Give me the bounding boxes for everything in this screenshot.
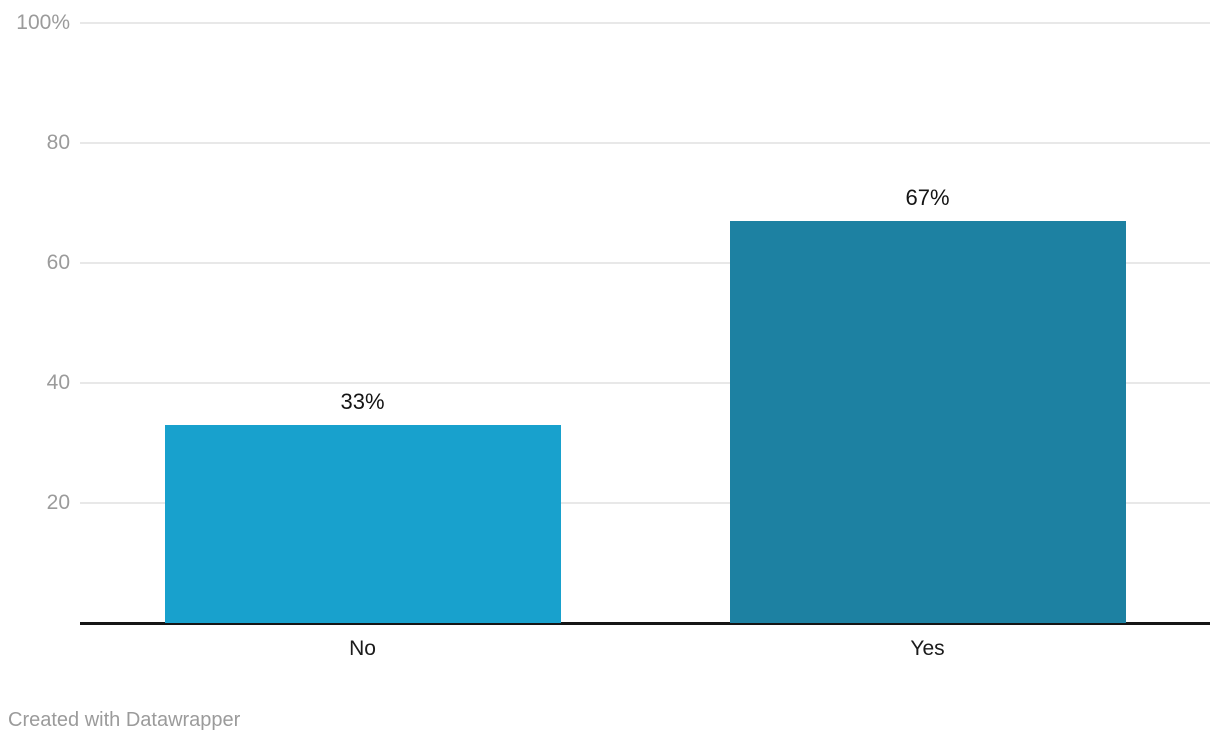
y-gridline <box>80 22 1210 24</box>
bar-value-label: 33% <box>340 389 385 414</box>
y-axis-tick-label: 80 <box>46 131 70 154</box>
y-gridline <box>80 142 1210 144</box>
y-axis-tick-label: 40 <box>46 371 70 394</box>
bar-no[interactable] <box>164 425 561 623</box>
x-axis-line <box>80 622 1210 625</box>
y-gridline <box>80 262 1210 264</box>
y-gridline <box>80 382 1210 384</box>
datawrapper-attribution-link[interactable]: Created with Datawrapper <box>8 709 241 731</box>
y-gridline <box>80 502 1210 504</box>
y-axis-tick-label: 100% <box>16 11 70 34</box>
y-axis-tick-label: 20 <box>46 491 70 514</box>
x-axis-category-label: Yes <box>910 637 945 660</box>
bar-value-label: 67% <box>905 185 950 210</box>
y-axis-tick-label: 60 <box>46 251 70 274</box>
bar-yes[interactable] <box>729 221 1126 623</box>
x-axis-category-label: No <box>349 637 376 660</box>
